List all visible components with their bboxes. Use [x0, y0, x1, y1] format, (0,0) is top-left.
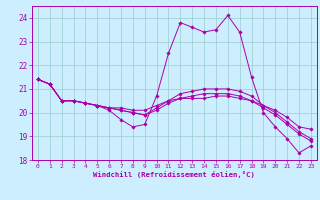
X-axis label: Windchill (Refroidissement éolien,°C): Windchill (Refroidissement éolien,°C)	[93, 171, 255, 178]
